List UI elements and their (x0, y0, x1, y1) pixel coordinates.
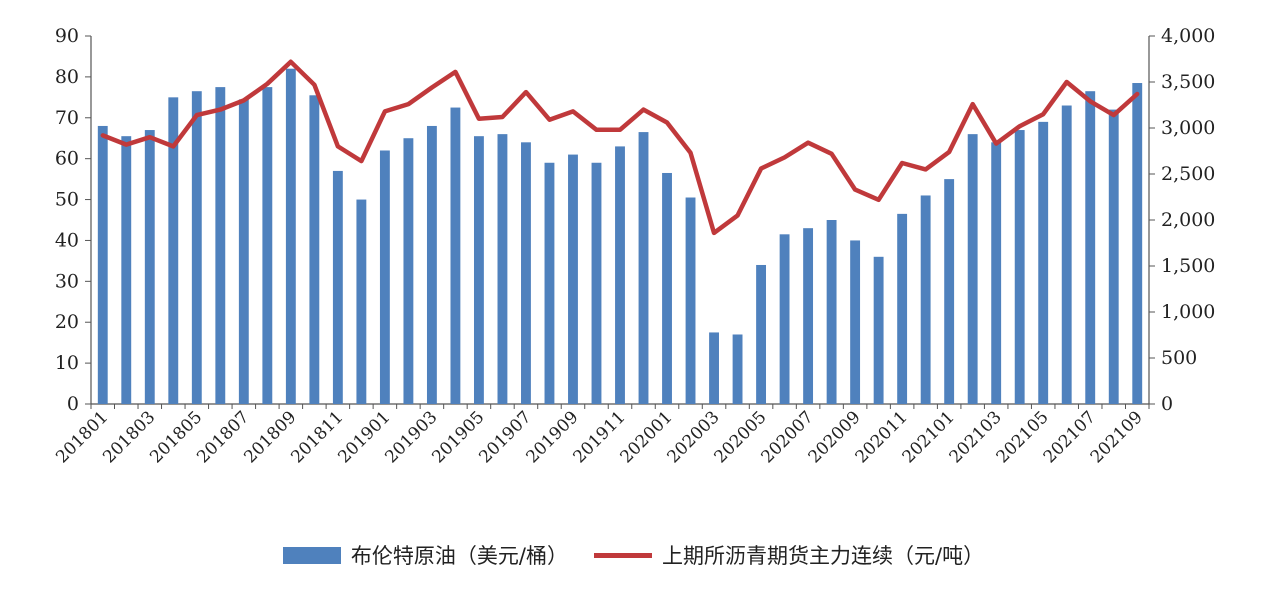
asphalt-line (100, 59, 1140, 236)
bar (873, 256, 884, 404)
bar (591, 162, 602, 404)
bar (262, 87, 273, 404)
bar (121, 136, 132, 404)
bar (944, 179, 955, 404)
bar (732, 334, 743, 404)
y-left-tick-label: 0 (67, 393, 79, 415)
y-right-tick-label: 4,000 (1161, 25, 1215, 47)
bar (403, 138, 414, 404)
bar (1108, 109, 1119, 404)
legend: 布伦特原油（美元/桶） 上期所沥青期货主力连续（元/吨） (0, 535, 1267, 575)
bar (1132, 83, 1143, 405)
legend-label-brent: 布伦特原油（美元/桶） (350, 544, 568, 568)
bar (568, 154, 578, 404)
bar (473, 136, 484, 404)
y-right-tick-label: 2,000 (1161, 209, 1215, 231)
legend-swatch-line (594, 552, 652, 558)
bar (638, 132, 649, 405)
bar (191, 91, 202, 404)
y-left-tick-label: 40 (55, 229, 79, 251)
y-left-tick-label: 50 (55, 189, 79, 211)
bar (685, 197, 696, 404)
legend-item-asphalt: 上期所沥青期货主力连续（元/吨） (594, 540, 984, 570)
y-right-tick-label: 500 (1161, 347, 1197, 369)
x-tick-label: 202109 (1087, 407, 1147, 467)
legend-label-asphalt: 上期所沥青期货主力连续（元/吨） (662, 544, 985, 568)
y-right-tick-label: 0 (1161, 393, 1173, 415)
y-right-tick-label: 1,000 (1161, 301, 1215, 323)
bar (497, 134, 508, 404)
bar (615, 146, 625, 404)
bar (1085, 91, 1096, 404)
bar (521, 142, 531, 405)
bar (803, 228, 814, 404)
y-left-tick-label: 30 (55, 270, 79, 292)
bar (662, 172, 672, 404)
y-left-tick-label: 10 (55, 352, 79, 374)
bar (285, 68, 296, 404)
bar (1038, 121, 1049, 404)
legend-swatch-bar (282, 546, 341, 564)
y-left-tick-label: 20 (55, 311, 79, 333)
bar (309, 95, 320, 405)
bar (967, 134, 978, 404)
bar (544, 162, 555, 404)
bar (709, 332, 719, 404)
bar (897, 213, 908, 404)
bar (97, 125, 108, 404)
bar (450, 107, 461, 405)
y-left-tick-label: 90 (55, 25, 79, 47)
bar (426, 125, 437, 404)
bar (850, 240, 861, 404)
bar (756, 264, 767, 404)
bar (379, 150, 390, 404)
bar (168, 97, 179, 404)
bar (920, 195, 931, 404)
bar (332, 170, 343, 404)
y-right-tick-label: 1,500 (1161, 255, 1215, 277)
bar (356, 199, 367, 404)
bar (1061, 105, 1072, 404)
legend-item-brent: 布伦特原油（美元/桶） (282, 540, 568, 570)
y-right-tick-label: 3,000 (1161, 117, 1215, 139)
bar (1014, 130, 1025, 405)
bar (826, 220, 837, 404)
y-left-tick-label: 60 (55, 148, 79, 170)
y-right-tick-label: 3,500 (1161, 71, 1215, 93)
y-right-tick-label: 2,500 (1161, 163, 1215, 185)
bar (779, 234, 790, 404)
bar (991, 142, 1002, 405)
y-left-tick-label: 80 (55, 66, 79, 88)
bar (215, 87, 226, 404)
y-left-tick-label: 70 (55, 107, 79, 129)
chart: 0 10 20 30 40 50 60 70 80 90 0 500 1,000 1,500 2,000 2,… (52, 25, 1215, 467)
bar (238, 99, 249, 404)
bar (144, 130, 155, 405)
